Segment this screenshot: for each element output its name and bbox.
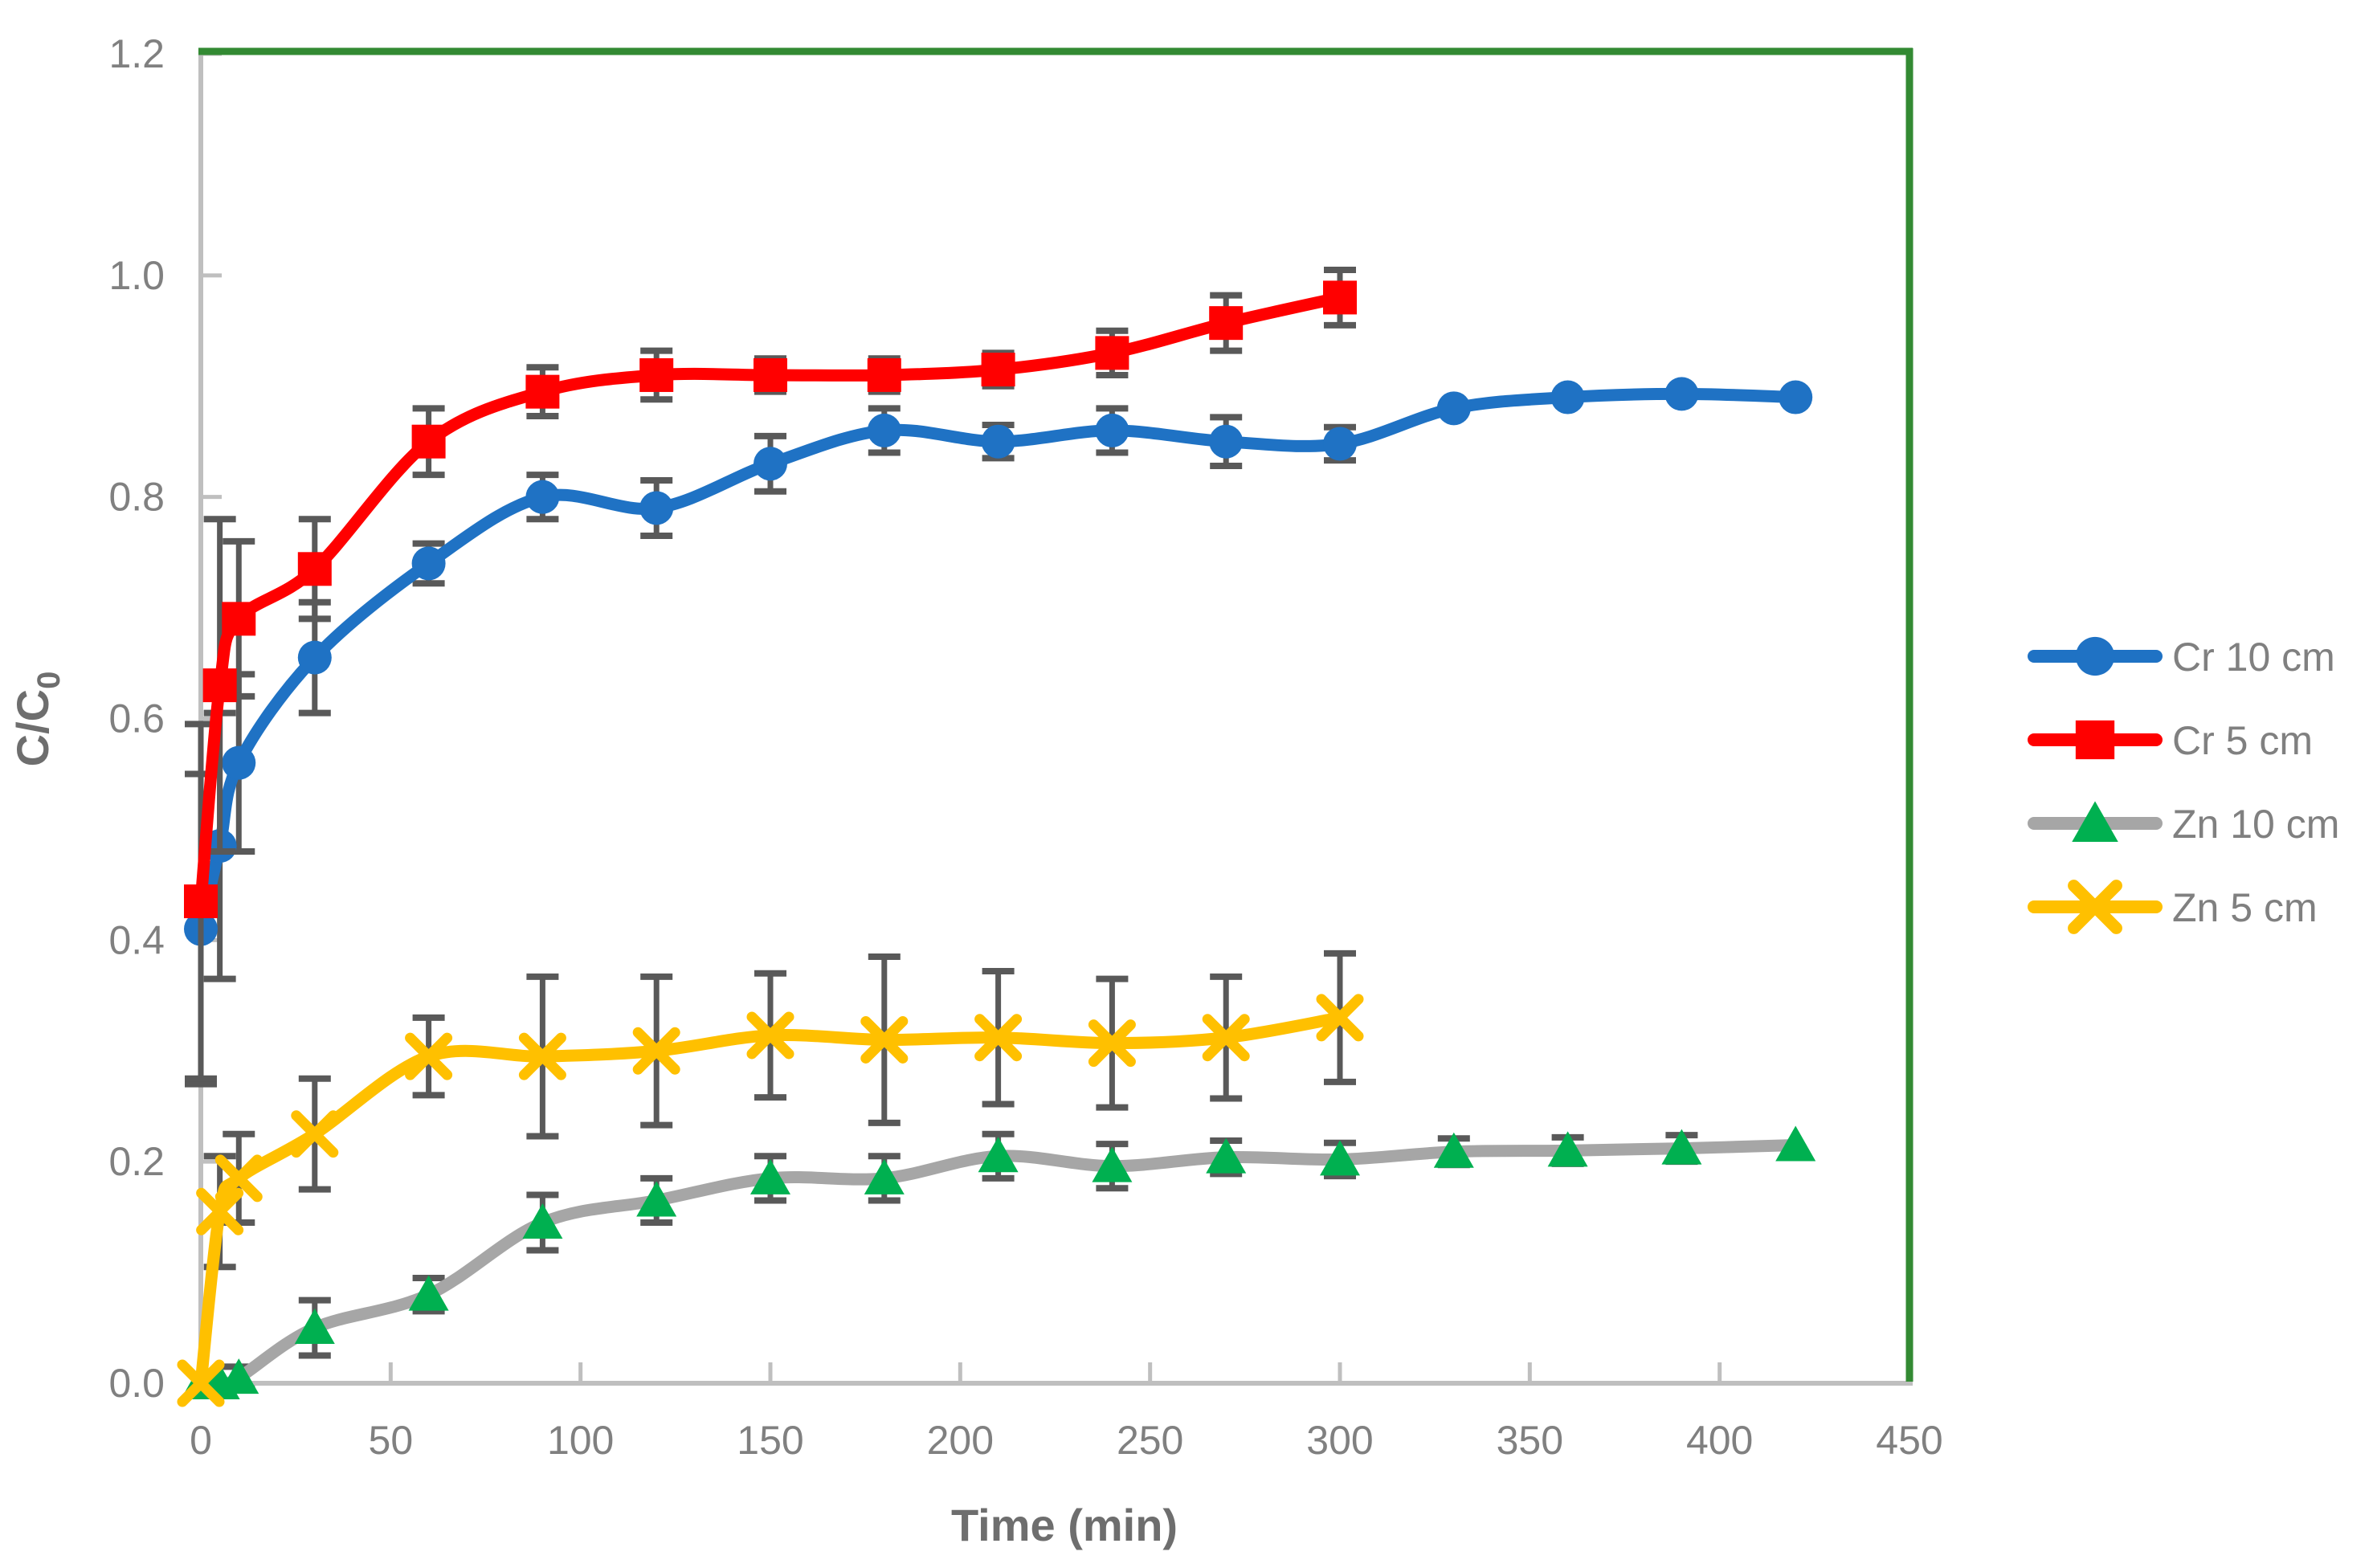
data-point-marker-x bbox=[291, 1110, 339, 1158]
x-tick-label: 400 bbox=[1686, 1418, 1753, 1463]
data-point-marker-circle bbox=[1095, 413, 1129, 447]
x-tick-label: 50 bbox=[369, 1418, 414, 1463]
series-zn-10-cm bbox=[181, 1125, 1816, 1399]
data-point-marker-triangle bbox=[1092, 1146, 1133, 1182]
data-point-marker-x bbox=[196, 1187, 244, 1235]
data-point-marker-triangle bbox=[522, 1203, 563, 1239]
data-point-marker-x bbox=[214, 1154, 263, 1203]
legend-label-zn-10-cm: Zn 10 cm bbox=[2172, 802, 2339, 847]
legend-swatch-zn-10-cm bbox=[2028, 801, 2163, 842]
data-point-marker-circle bbox=[639, 491, 674, 525]
data-point-marker-x bbox=[974, 1014, 1023, 1062]
data-point-marker-triangle bbox=[1775, 1125, 1816, 1162]
data-point-marker-square bbox=[202, 668, 237, 703]
data-point-marker-circle bbox=[981, 424, 1015, 459]
data-point-marker-circle bbox=[222, 745, 256, 780]
x-tick-label: 300 bbox=[1306, 1418, 1373, 1463]
data-point-marker-square bbox=[1209, 306, 1244, 341]
x-axis-title: Time (min) bbox=[951, 1500, 1178, 1550]
data-point-marker-circle bbox=[1209, 424, 1244, 459]
data-point-marker-square bbox=[297, 552, 332, 586]
data-point-marker-x bbox=[1202, 1014, 1250, 1062]
x-tick-label: 100 bbox=[547, 1418, 614, 1463]
data-point-marker-x bbox=[2068, 880, 2122, 934]
data-point-marker-triangle bbox=[408, 1275, 449, 1311]
data-point-marker-x bbox=[1316, 994, 1364, 1042]
data-point-marker-circle bbox=[754, 447, 787, 481]
legend-swatch-cr-10-cm bbox=[2028, 636, 2163, 676]
data-point-marker-triangle bbox=[978, 1137, 1019, 1173]
legend-swatch-zn-5-cm bbox=[2028, 880, 2163, 934]
data-point-marker-circle bbox=[1550, 380, 1585, 414]
series-zn-5-cm bbox=[177, 949, 1364, 1407]
x-tick-label: 350 bbox=[1497, 1418, 1563, 1463]
data-point-marker-square bbox=[184, 884, 218, 919]
y-tick-label: 1.2 bbox=[108, 31, 165, 76]
data-point-marker-square bbox=[867, 357, 901, 392]
data-point-marker-triangle bbox=[750, 1158, 790, 1194]
data-point-marker-square bbox=[525, 374, 560, 409]
y-tick-label: 0.6 bbox=[108, 696, 165, 741]
data-point-marker-x bbox=[1088, 1019, 1136, 1068]
y-tick-label: 0.0 bbox=[108, 1361, 165, 1406]
data-point-marker-square bbox=[2075, 720, 2115, 760]
data-point-marker-circle bbox=[1436, 391, 1471, 426]
data-point-marker-circle bbox=[411, 546, 446, 581]
data-point-marker-triangle bbox=[636, 1181, 677, 1217]
x-tick-label: 200 bbox=[927, 1418, 994, 1463]
data-point-marker-square bbox=[1323, 280, 1357, 315]
x-tick-label: 250 bbox=[1117, 1418, 1183, 1463]
data-point-marker-square bbox=[639, 357, 674, 392]
legend-label-cr-5-cm: Cr 5 cm bbox=[2172, 718, 2313, 763]
data-point-marker-circle bbox=[1664, 377, 1699, 411]
y-tick-label: 0.2 bbox=[108, 1139, 165, 1184]
legend-label-zn-5-cm: Zn 5 cm bbox=[2172, 885, 2318, 930]
y-tick-label: 1.0 bbox=[108, 253, 165, 298]
data-point-marker-x bbox=[177, 1359, 225, 1407]
y-axis-title: C/C0 bbox=[7, 672, 67, 767]
data-point-marker-triangle bbox=[219, 1358, 259, 1394]
data-point-marker-x bbox=[632, 1027, 680, 1075]
y-tick-label: 0.4 bbox=[108, 917, 165, 962]
legend-label-cr-10-cm: Cr 10 cm bbox=[2172, 635, 2335, 680]
data-point-marker-circle bbox=[1779, 380, 1813, 414]
x-tick-label: 0 bbox=[190, 1418, 212, 1463]
data-point-marker-square bbox=[1095, 336, 1129, 370]
data-point-marker-circle bbox=[867, 413, 901, 447]
data-point-marker-x bbox=[746, 1011, 794, 1060]
data-point-marker-square bbox=[754, 357, 787, 392]
data-point-marker-square bbox=[411, 424, 446, 459]
data-point-marker-x bbox=[405, 1032, 453, 1080]
data-point-marker-triangle bbox=[2072, 801, 2118, 842]
data-point-marker-circle bbox=[1323, 427, 1357, 461]
x-tick-label: 450 bbox=[1876, 1418, 1942, 1463]
series-cr-5-cm bbox=[184, 266, 1357, 1082]
series-line-zn-10-cm bbox=[194, 1138, 1802, 1390]
data-point-marker-triangle bbox=[864, 1158, 905, 1194]
data-point-marker-triangle bbox=[1661, 1129, 1702, 1165]
data-point-marker-triangle bbox=[1206, 1137, 1247, 1174]
data-point-marker-triangle bbox=[1547, 1131, 1588, 1167]
data-point-marker-triangle bbox=[294, 1309, 335, 1345]
data-point-marker-circle bbox=[525, 480, 560, 514]
data-point-marker-x bbox=[860, 1015, 909, 1064]
chart-generated-layer: 0 50 100 150 200 250 300 350 400 450 0.0 0.2 0.4 0.6 0… bbox=[108, 31, 2163, 1463]
data-point-marker-square bbox=[222, 602, 256, 636]
legend-swatch-cr-5-cm bbox=[2028, 720, 2163, 760]
y-tick-label: 0.8 bbox=[108, 475, 165, 520]
data-point-marker-x bbox=[518, 1032, 566, 1080]
data-point-marker-triangle bbox=[1433, 1132, 1474, 1168]
data-point-marker-circle bbox=[2075, 636, 2115, 676]
data-point-marker-circle bbox=[297, 640, 332, 675]
x-tick-label: 150 bbox=[737, 1418, 803, 1463]
data-point-marker-triangle bbox=[1320, 1140, 1360, 1176]
data-point-marker-square bbox=[981, 353, 1015, 387]
